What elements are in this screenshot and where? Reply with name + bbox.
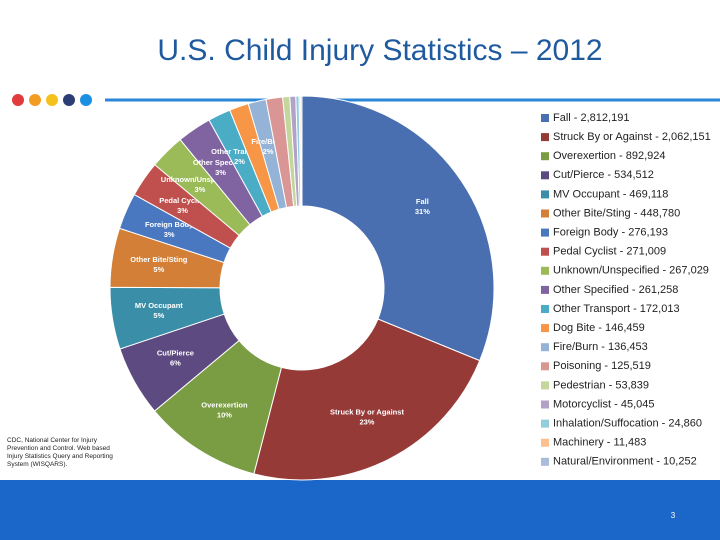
- slice-percent: 10%: [217, 411, 232, 420]
- slice-percent: 5%: [153, 311, 164, 320]
- legend-swatch: [541, 324, 549, 333]
- slice-label: MV Occupant: [135, 301, 183, 310]
- slice-label: Pedal Cyclist: [159, 196, 206, 205]
- page-number: 3: [671, 511, 676, 520]
- legend-label: Other Specified - 261,258: [553, 284, 678, 296]
- slice-percent: 3%: [215, 168, 226, 177]
- legend-label: Fire/Burn - 136,453: [553, 341, 648, 353]
- slice: [301, 95, 495, 362]
- chart-title: U.S. Child Injury Statistics – 2012: [157, 34, 602, 67]
- legend-swatch: [541, 114, 549, 122]
- slice-label: Foreign Body: [145, 220, 194, 229]
- deco-dot: [12, 94, 24, 106]
- legend-label: Cut/Pierce - 534,512: [553, 169, 654, 181]
- slice-percent: 3%: [195, 185, 206, 194]
- legend-label: Dog Bite - 146,459: [553, 322, 645, 334]
- deco-dot: [46, 94, 58, 106]
- slice-percent: 31%: [415, 207, 430, 216]
- legend-swatch: [541, 285, 549, 294]
- slice-label: Overexertion: [201, 401, 248, 410]
- legend-swatch: [541, 381, 549, 390]
- slice-percent: 6%: [170, 359, 181, 368]
- slice-percent: 2%: [263, 147, 274, 156]
- legend-label: Poisoning - 125,519: [553, 360, 651, 372]
- legend-swatch: [541, 400, 549, 409]
- slice-percent: 23%: [359, 418, 374, 427]
- slice-percent: 3%: [177, 206, 188, 215]
- legend-label: Fall - 2,812,191: [553, 112, 629, 124]
- legend-swatch: [541, 362, 549, 371]
- legend-swatch: [541, 133, 549, 142]
- slice-percent: 2%: [234, 157, 245, 166]
- legend-swatch: [541, 266, 549, 275]
- legend-label: Other Bite/Sting - 448,780: [553, 207, 680, 219]
- footer-band: [0, 480, 720, 540]
- deco-dot: [29, 94, 41, 106]
- legend-swatch: [541, 209, 549, 218]
- legend-label: Pedestrian - 53,839: [553, 379, 649, 391]
- slice-percent: 5%: [153, 265, 164, 274]
- legend-swatch: [541, 457, 549, 466]
- legend-label: Other Transport - 172,013: [553, 303, 680, 315]
- legend-label: Unknown/Unspecified - 267,029: [553, 265, 709, 277]
- legend-swatch: [541, 171, 549, 180]
- slice-label: Other Transport: [211, 147, 268, 156]
- legend-label: Struck By or Against - 2,062,151: [553, 131, 711, 143]
- legend-label: Pedal Cyclist - 271,009: [553, 246, 666, 258]
- deco-dot: [63, 94, 75, 106]
- slice: [253, 318, 481, 481]
- legend-label: Overexertion - 892,924: [553, 150, 666, 162]
- legend-label: MV Occupant - 469,118: [553, 188, 668, 200]
- slice-percent: 3%: [164, 230, 175, 239]
- legend-swatch: [541, 152, 549, 161]
- deco-dot: [80, 94, 92, 106]
- slice-label: Other Specified: [193, 158, 249, 167]
- slice-label: Fire/Burn: [251, 137, 285, 146]
- legend-swatch: [541, 419, 549, 428]
- legend-label: Motorcyclist - 45,045: [553, 398, 654, 410]
- legend-swatch: [541, 438, 549, 447]
- legend-label: Natural/Environment - 10,252: [553, 456, 697, 468]
- legend-swatch: [541, 305, 549, 313]
- legend-swatch: [541, 190, 549, 199]
- slice-label: Fall: [416, 197, 429, 206]
- slice-label: Other Bite/Sting: [130, 255, 188, 264]
- legend-swatch: [541, 228, 549, 237]
- legend-swatch: [541, 343, 549, 352]
- source-note: CDC, National Center for Injury Preventi…: [7, 437, 113, 468]
- legend-swatch: [541, 247, 549, 256]
- slice-label: Cut/Pierce: [157, 349, 194, 358]
- slice: [300, 95, 303, 207]
- legend-label: Machinery - 11,483: [553, 437, 646, 449]
- slice-label: Unknown/Unspecified: [161, 175, 240, 184]
- legend-label: Foreign Body - 276,193: [553, 227, 668, 239]
- slice-label: Struck By or Against: [330, 408, 404, 417]
- legend-label: Inhalation/Suffocation - 24,860: [553, 418, 702, 430]
